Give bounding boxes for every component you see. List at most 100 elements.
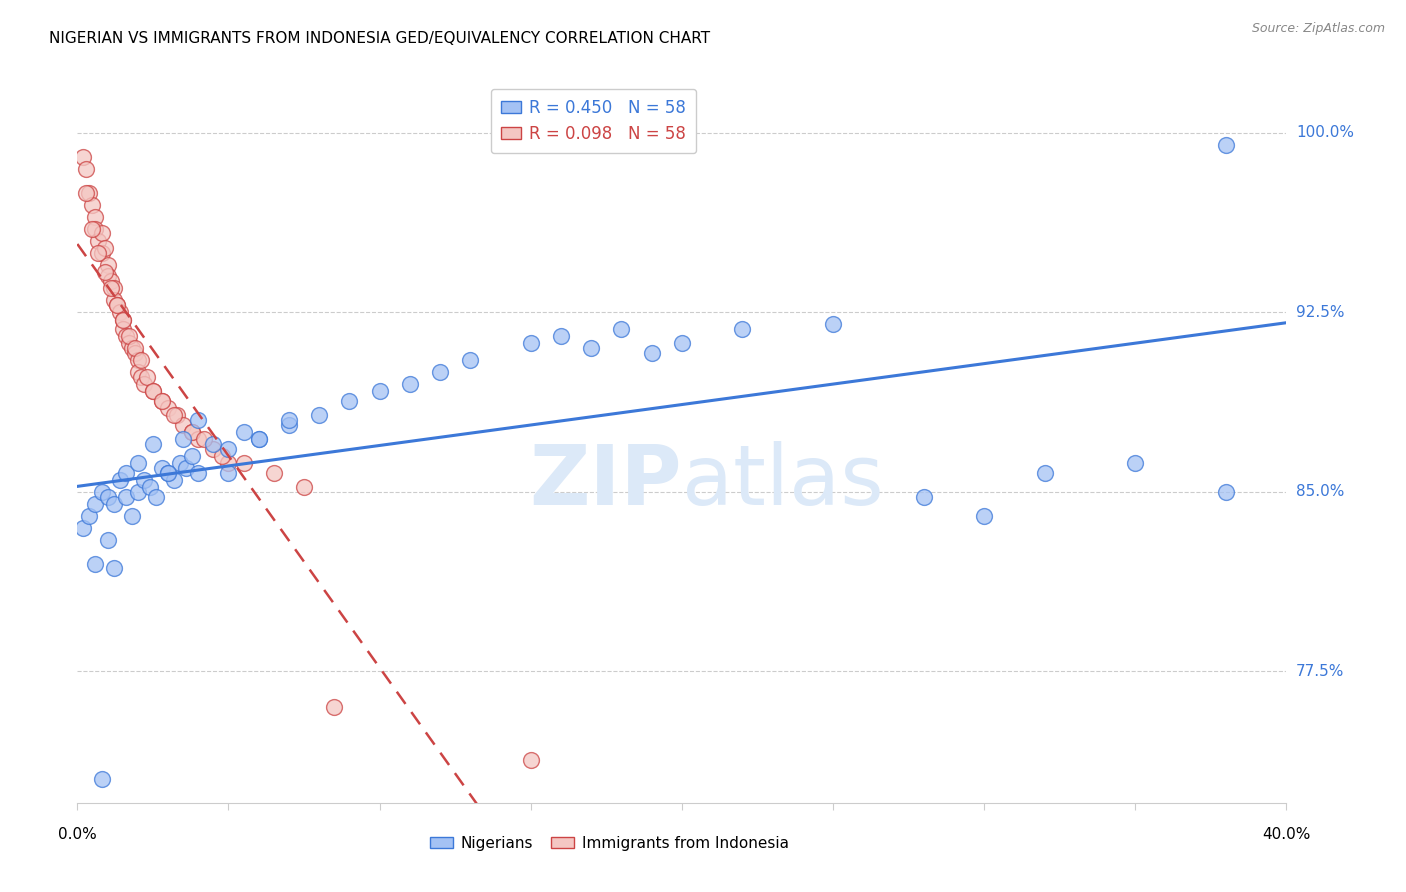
Point <box>75 186 97 200</box>
Point <box>93 265 115 279</box>
Point <box>105 298 128 312</box>
Point <box>610 322 633 336</box>
Point <box>174 461 197 475</box>
Point <box>79 508 101 523</box>
Point <box>72 150 94 164</box>
Point <box>278 417 301 432</box>
Text: atlas: atlas <box>682 442 883 522</box>
Point <box>150 393 173 408</box>
Point <box>458 353 481 368</box>
Point <box>150 461 173 475</box>
Point <box>72 521 94 535</box>
Point <box>1123 456 1146 470</box>
Point <box>135 370 157 384</box>
Point <box>124 341 146 355</box>
Point <box>520 753 543 767</box>
Point <box>84 221 107 235</box>
Point <box>103 561 125 575</box>
Text: 85.0%: 85.0% <box>1296 484 1344 500</box>
Point <box>114 466 136 480</box>
Text: NIGERIAN VS IMMIGRANTS FROM INDONESIA GED/EQUIVALENCY CORRELATION CHART: NIGERIAN VS IMMIGRANTS FROM INDONESIA GE… <box>49 31 710 46</box>
Point <box>308 409 330 423</box>
Point <box>1215 137 1237 152</box>
Point <box>337 393 360 408</box>
Point <box>127 456 149 470</box>
Point <box>87 245 110 260</box>
Point <box>163 409 186 423</box>
Point <box>292 480 315 494</box>
Point <box>114 490 136 504</box>
Point <box>169 456 191 470</box>
Point <box>132 377 155 392</box>
Point <box>111 322 134 336</box>
Point <box>581 341 603 355</box>
Point <box>142 384 165 399</box>
Point <box>368 384 391 399</box>
Point <box>103 281 125 295</box>
Text: 100.0%: 100.0% <box>1296 126 1354 140</box>
Point <box>181 449 204 463</box>
Point <box>118 329 141 343</box>
Point <box>103 293 125 308</box>
Point <box>1215 484 1237 499</box>
Text: 77.5%: 77.5% <box>1296 664 1344 679</box>
Point <box>84 210 107 224</box>
Point <box>87 234 110 248</box>
Point <box>157 401 180 415</box>
Point <box>82 198 104 212</box>
Point <box>641 346 664 360</box>
Point <box>150 393 173 408</box>
Point <box>181 425 204 439</box>
Point <box>202 442 225 456</box>
Point <box>520 336 543 351</box>
Point <box>671 336 693 351</box>
Text: 40.0%: 40.0% <box>1263 827 1310 842</box>
Point <box>912 490 935 504</box>
Point <box>96 258 118 272</box>
Point <box>100 274 122 288</box>
Text: 0.0%: 0.0% <box>58 827 97 842</box>
Point <box>247 432 270 446</box>
Point <box>232 456 254 470</box>
Point <box>93 241 115 255</box>
Point <box>278 413 301 427</box>
Point <box>108 473 131 487</box>
Point <box>247 432 270 446</box>
Point <box>821 318 844 332</box>
Point <box>323 700 346 714</box>
Point <box>108 305 131 319</box>
Point <box>96 490 118 504</box>
Point <box>157 466 180 480</box>
Point <box>218 456 240 470</box>
Point <box>124 346 146 360</box>
Point <box>90 245 112 260</box>
Point <box>218 442 240 456</box>
Point <box>232 425 254 439</box>
Point <box>127 484 149 499</box>
Point <box>142 384 165 399</box>
Point <box>139 480 162 494</box>
Point <box>127 365 149 379</box>
Point <box>129 370 152 384</box>
Text: 92.5%: 92.5% <box>1296 305 1344 320</box>
Point <box>90 484 112 499</box>
Point <box>172 432 194 446</box>
Point <box>187 432 209 446</box>
Point <box>163 473 186 487</box>
Point <box>82 221 104 235</box>
Point <box>166 409 188 423</box>
Point <box>142 437 165 451</box>
Point <box>399 377 422 392</box>
Point <box>111 312 134 326</box>
Point <box>114 329 136 343</box>
Point <box>218 466 240 480</box>
Point <box>145 490 167 504</box>
Point <box>731 322 754 336</box>
Point <box>111 312 134 326</box>
Point <box>84 497 107 511</box>
Point <box>105 298 128 312</box>
Point <box>211 449 233 463</box>
Point <box>973 508 995 523</box>
Point <box>100 281 122 295</box>
Point <box>96 533 118 547</box>
